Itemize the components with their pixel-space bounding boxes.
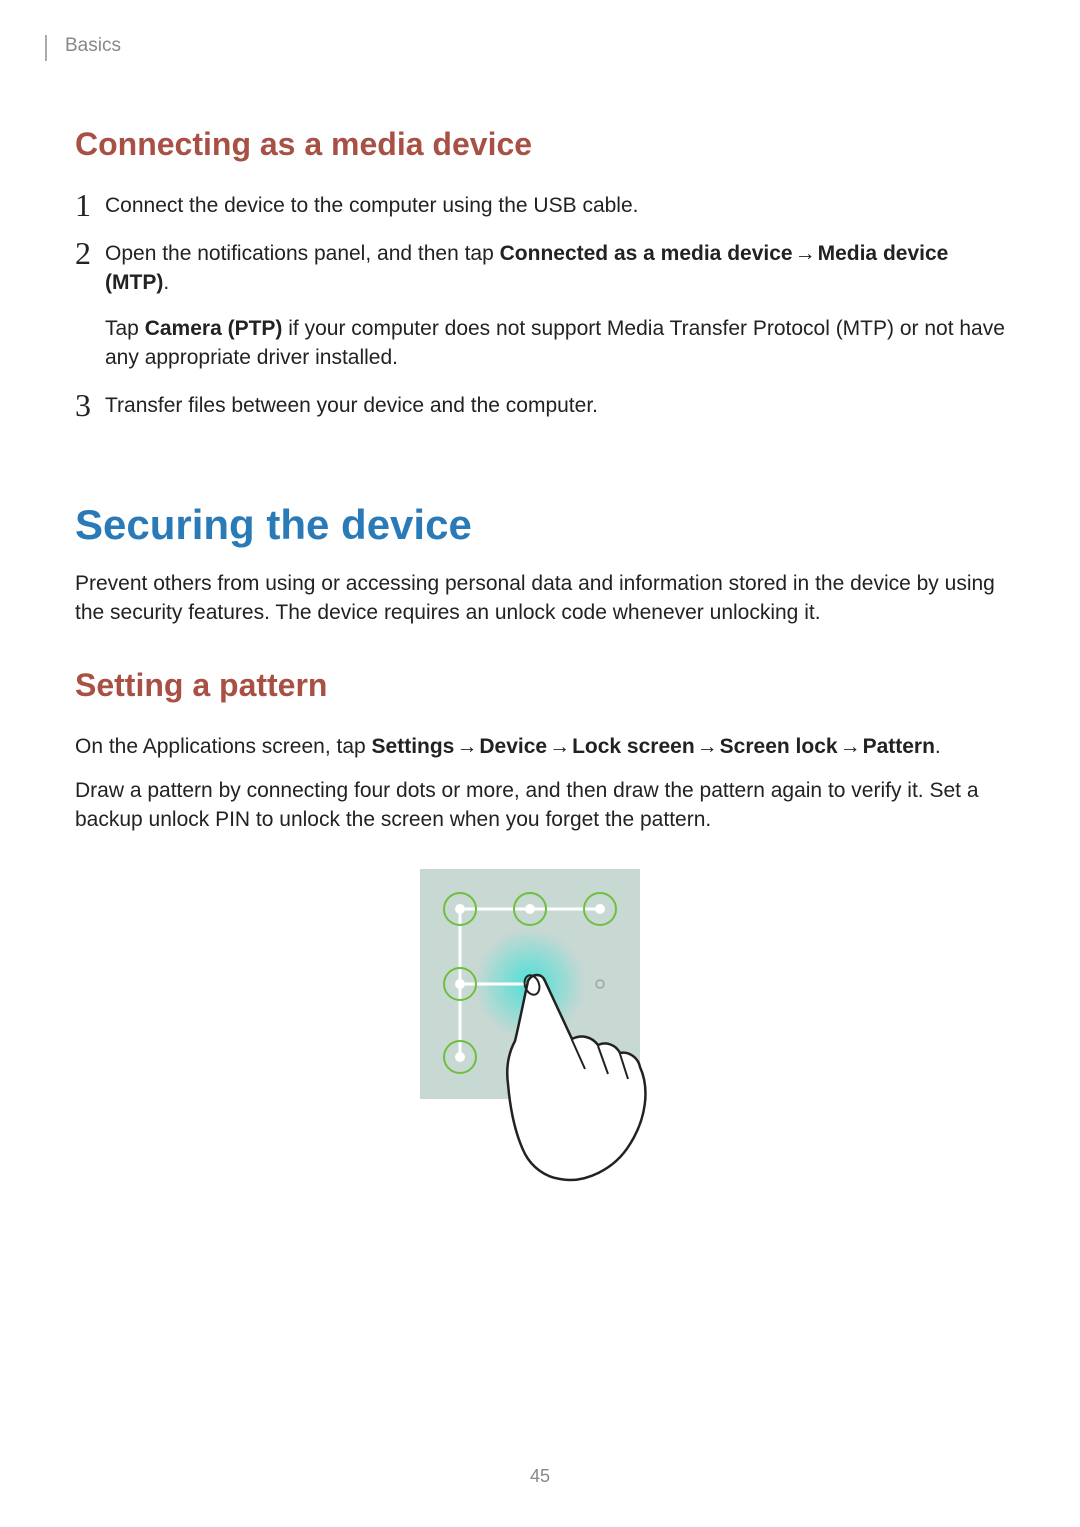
steps-list: 1Connect the device to the computer usin… — [75, 191, 1005, 421]
arrow-icon: → — [838, 732, 863, 761]
text-run: Open the notifications panel, and then t… — [105, 242, 500, 265]
step-paragraph: Tap Camera (PTP) if your computer does n… — [105, 314, 1005, 373]
heading-connecting: Connecting as a media device — [75, 126, 1005, 163]
pattern-dot-inner — [595, 904, 605, 914]
bold-text: Device — [479, 735, 547, 758]
step-body: Transfer files between your device and t… — [101, 391, 1005, 420]
step-paragraph: Transfer files between your device and t… — [105, 391, 1005, 420]
text-run: On the Applications screen, tap — [75, 735, 372, 758]
step-paragraph: Open the notifications panel, and then t… — [105, 239, 1005, 298]
page-number: 45 — [0, 1466, 1080, 1487]
text-run: . — [935, 735, 941, 758]
arrow-icon: → — [454, 732, 479, 761]
step-number: 2 — [75, 237, 101, 269]
heading-setting-pattern: Setting a pattern — [75, 667, 1005, 704]
bold-text: Lock screen — [572, 735, 695, 758]
pattern-instructions: Draw a pattern by connecting four dots o… — [75, 776, 1005, 835]
bold-text: Screen lock — [720, 735, 838, 758]
pattern-illustration — [75, 869, 1005, 1194]
heading-securing: Securing the device — [75, 501, 1005, 549]
arrow-icon: → — [695, 732, 720, 761]
bold-text: Camera (PTP) — [145, 317, 283, 340]
pattern-dot-inner — [455, 979, 465, 989]
pattern-dot-inner — [455, 1052, 465, 1062]
bold-text: Settings — [372, 735, 455, 758]
text-run: . — [163, 271, 169, 294]
text-run: Connect the device to the computer using… — [105, 194, 638, 217]
step-paragraph: Connect the device to the computer using… — [105, 191, 1005, 220]
pattern-dot-inner — [455, 904, 465, 914]
securing-intro: Prevent others from using or accessing p… — [75, 569, 1005, 628]
section-header: Basics — [45, 35, 1005, 61]
step-item: 1Connect the device to the computer usin… — [75, 191, 1005, 221]
step-body: Connect the device to the computer using… — [101, 191, 1005, 220]
pattern-dot-inner — [525, 904, 535, 914]
bold-text: Connected as a media device — [500, 242, 793, 265]
bold-text: Pattern — [863, 735, 935, 758]
step-number: 1 — [75, 189, 101, 221]
step-item: 2Open the notifications panel, and then … — [75, 239, 1005, 373]
text-run: Transfer files between your device and t… — [105, 394, 598, 417]
arrow-icon: → — [793, 239, 818, 268]
arrow-icon: → — [547, 732, 572, 761]
step-number: 3 — [75, 389, 101, 421]
step-body: Open the notifications panel, and then t… — [101, 239, 1005, 373]
text-run: Tap — [105, 317, 145, 340]
step-item: 3Transfer files between your device and … — [75, 391, 1005, 421]
pattern-path-para: On the Applications screen, tap Settings… — [75, 732, 1005, 761]
